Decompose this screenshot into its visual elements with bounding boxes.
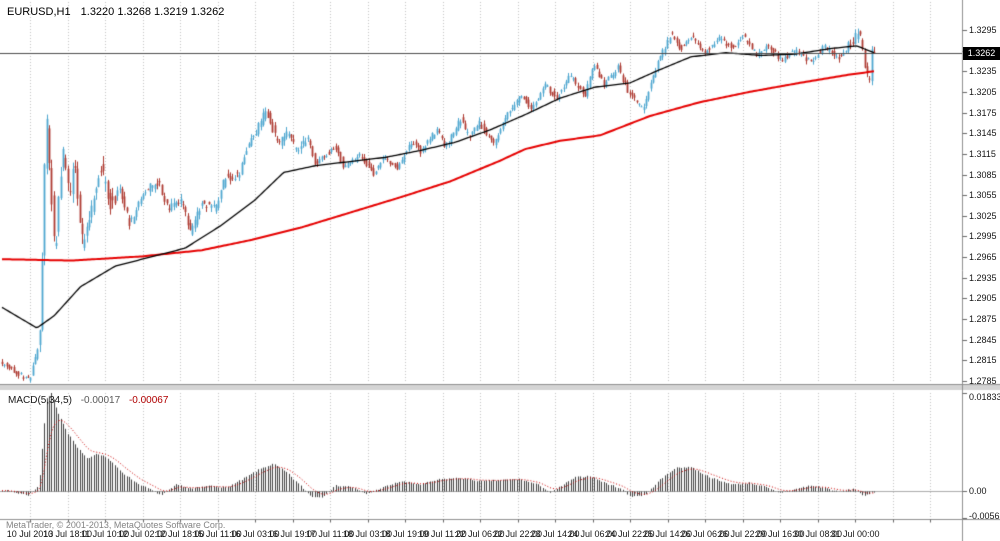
price-tick-label: 1.3145 xyxy=(969,128,997,139)
macd-axis-label: 0.01833 xyxy=(969,392,1000,402)
price-tick-label: 1.3025 xyxy=(969,210,997,221)
time-tick-label: 26 Jul 22:00 xyxy=(717,529,768,539)
price-tick-label: 1.2995 xyxy=(969,231,997,242)
time-tick-label: 22 Jul 06:00 xyxy=(455,529,505,539)
time-tick-label: 16 Jul 03:00 xyxy=(230,529,280,539)
price-tick-label: 1.2815 xyxy=(969,355,997,366)
price-tick-label: 1.2935 xyxy=(969,272,997,283)
macd-axis-label: -0.00565 xyxy=(969,511,1000,521)
time-tick-label: 10 Jul 18:00 xyxy=(42,529,93,539)
copyright-label: MetaTrader, © 2001-2013, MetaQuotes Soft… xyxy=(6,520,226,530)
ohlc-values-label: 1.3220 1.3268 1.3219 1.3262 xyxy=(80,6,225,18)
symbol-ohlc-label: EURUSD,H1 1.3220 1.3268 1.3219 1.3262 xyxy=(7,6,224,18)
time-tick-label: 18 Jul 19:00 xyxy=(380,529,430,539)
macd-indicator-label: MACD(5,34,5) -0.00017 -0.00067 xyxy=(8,395,168,406)
price-tick-label: 1.2875 xyxy=(969,314,997,325)
price-tick-label: 1.3055 xyxy=(969,190,997,201)
macd-axis-label: 0.00 xyxy=(969,486,987,496)
price-axis[interactable]: 1.32951.32651.32351.32051.31751.31451.31… xyxy=(963,0,1000,386)
time-tick-label: 30 Jul 08:00 xyxy=(792,529,843,539)
macd-signal-value: -0.00067 xyxy=(128,395,169,406)
price-tick-label: 1.2965 xyxy=(969,252,997,263)
price-tick-label: 1.3115 xyxy=(969,148,996,159)
symbol-timeframe-label: EURUSD,H1 xyxy=(7,6,71,18)
time-axis[interactable]: 10 Jul 2013 10 Jul 18:00 11 Jul 10:00 12 Ju… xyxy=(0,520,1000,541)
time-tick-label: 11 Jul 10:00 xyxy=(80,529,130,539)
time-tick-label: 31 Jul 00:00 xyxy=(830,529,880,539)
price-tick-label: 1.3295 xyxy=(969,25,997,35)
price-tick-label: 1.3205 xyxy=(969,86,997,97)
time-tick-label: 10 Jul 2013 xyxy=(6,529,54,539)
price-tick-label: 1.3175 xyxy=(969,107,997,118)
time-tick-label: 25 Jul 14:00 xyxy=(642,529,693,539)
time-tick-label: 12 Jul 18:00 xyxy=(155,529,205,539)
current-price-badge: 1.3262 xyxy=(963,47,1000,60)
time-tick-label: 12 Jul 02:00 xyxy=(117,529,168,539)
macd-main-value: -0.00017 xyxy=(80,395,121,406)
price-tick-label: 1.2785 xyxy=(969,376,997,386)
time-tick-label: 18 Jul 03:00 xyxy=(342,529,393,539)
price-tick-label: 1.2905 xyxy=(969,293,997,304)
price-tick-label: 1.3085 xyxy=(969,169,997,180)
macd-name-label: MACD(5,34,5) xyxy=(8,395,72,406)
time-tick-label: 16 Jul 19:00 xyxy=(267,529,318,539)
time-tick-label: 29 Jul 16:00 xyxy=(755,529,805,539)
time-tick-label: 26 Jul 06:00 xyxy=(680,529,730,539)
time-tick-label: 23 Jul 14:00 xyxy=(530,529,580,539)
time-tick-label: 22 Jul 22:00 xyxy=(492,529,543,539)
time-tick-label: 19 Jul 11:00 xyxy=(418,529,467,539)
macd-axis[interactable]: 0.01833 0.00 -0.00565 xyxy=(963,392,1000,521)
price-tick-label: 1.2845 xyxy=(969,334,997,345)
time-tick-label: 24 Jul 06:00 xyxy=(567,529,618,539)
time-tick-label: 15 Jul 11:00 xyxy=(193,529,242,539)
time-tick-label: 17 Jul 11:00 xyxy=(305,529,355,539)
price-tick-label: 1.3235 xyxy=(969,66,997,77)
time-tick-label: 24 Jul 22:00 xyxy=(605,529,655,539)
